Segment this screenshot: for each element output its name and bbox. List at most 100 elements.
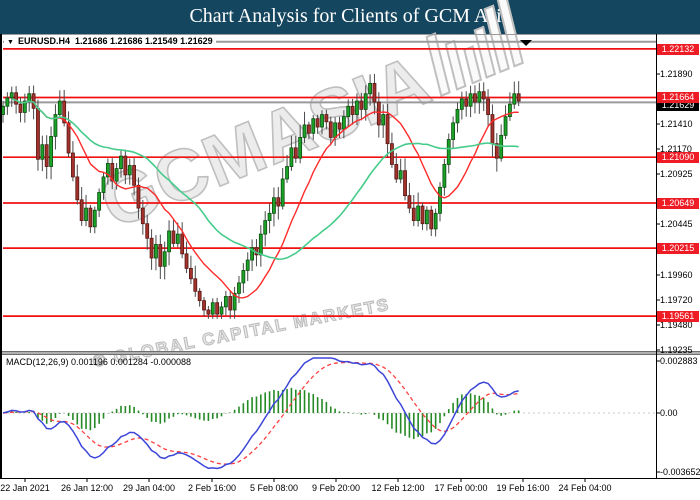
bear-candle [132, 165, 137, 186]
bull-candle [27, 93, 32, 102]
bull-candle [237, 282, 241, 294]
bear-candle [494, 143, 499, 159]
bear-candle [516, 93, 521, 102]
bull-candle [84, 207, 88, 221]
price-level-badge: 1.22132 [657, 43, 699, 55]
bear-candle [75, 176, 80, 201]
title-bar: Chart Analysis for Clients of GCM Asia [0, 0, 700, 34]
bull-candle [5, 97, 10, 107]
bull-candle [49, 135, 53, 167]
bull-candle [285, 166, 289, 180]
price-level-badge: 1.20215 [657, 242, 699, 254]
bull-candle [232, 292, 237, 311]
symbol-label: EURUSD.H4 [17, 36, 70, 46]
bear-candle [158, 244, 163, 267]
bull-candle [57, 100, 62, 115]
bear-candle [145, 223, 150, 239]
bear-candle [36, 107, 40, 160]
bull-candle [508, 103, 512, 118]
bull-candle [341, 116, 346, 130]
bull-candle [250, 247, 254, 261]
price-level-badge: 1.19561 [657, 310, 699, 322]
bull-candle [162, 251, 167, 267]
bear-candle [18, 103, 23, 113]
bear-candle [337, 122, 342, 130]
bull-candle [289, 147, 294, 167]
price-level-badge: 1.20649 [657, 197, 699, 209]
bull-candle [119, 155, 123, 170]
bull-candle [245, 259, 250, 271]
bull-candle [22, 100, 27, 113]
price-level-badge: 1.21090 [657, 151, 699, 163]
price-tick-label: 1.21410 [660, 119, 693, 129]
bull-candle [442, 164, 447, 188]
bull-candle [127, 165, 132, 176]
ma-red-line [11, 98, 519, 299]
macd-indicator-label: MACD(12,26,9) 0.001196 0.001284 -0.00008… [6, 357, 191, 367]
bear-candle [66, 122, 71, 154]
time-tick-label: 9 Feb 20:00 [311, 483, 361, 493]
bear-candle [180, 233, 185, 255]
bear-candle [88, 207, 93, 228]
bear-candle [197, 290, 202, 302]
bull-candle [175, 233, 180, 244]
bull-candle [346, 105, 351, 118]
time-tick-label: 29 Jan 04:00 [122, 483, 176, 493]
bull-candle [368, 82, 372, 95]
bear-candle [306, 124, 311, 134]
bull-candle [114, 168, 119, 182]
bull-candle [101, 176, 106, 193]
bull-candle [333, 122, 338, 138]
page-title: Chart Analysis for Clients of GCM Asia [189, 5, 511, 27]
bear-candle [490, 114, 495, 145]
bull-candle [53, 114, 58, 137]
bear-candle [420, 205, 425, 225]
bear-candle [14, 92, 19, 105]
chart-left-border [0, 34, 2, 478]
macd-axis-label: 0.002883 [660, 356, 698, 366]
price-tick-label: 1.21890 [660, 69, 693, 79]
bear-candle [359, 100, 364, 110]
symbol-header: ▼ EURUSD.H4 1.21686 1.21686 1.21549 1.216… [4, 35, 216, 47]
bull-candle [280, 178, 285, 207]
bull-candle [459, 98, 464, 110]
bear-candle [140, 207, 145, 225]
price-tick-label: 1.19960 [660, 270, 693, 280]
ohlc-values: 1.21686 1.21686 1.21549 1.21629 [74, 36, 213, 46]
price-axis-border [656, 34, 657, 478]
bear-candle [376, 101, 381, 126]
bull-candle [92, 209, 97, 228]
bear-candle [79, 199, 84, 221]
bear-candle [390, 143, 394, 165]
bull-candle [455, 108, 460, 124]
bear-candle [123, 155, 128, 176]
time-tick-label: 19 Feb 16:00 [496, 483, 550, 493]
bull-candle [320, 114, 324, 128]
bear-candle [481, 91, 486, 100]
macd-axis-label: 0.00 [660, 408, 678, 418]
bear-candle [193, 278, 198, 292]
time-tick-label: 26 Jan 12:00 [60, 483, 114, 493]
bear-candle [324, 114, 329, 123]
price-tick-label: 1.20445 [660, 219, 693, 229]
panel-divider[interactable] [0, 351, 700, 355]
bull-candle [363, 93, 368, 110]
bear-candle [315, 118, 320, 128]
chevron-down-icon[interactable]: ▼ [7, 39, 14, 46]
bull-candle [267, 212, 272, 221]
bull-candle [503, 116, 508, 136]
price-tick-label: 1.19720 [660, 295, 693, 305]
bull-candle [446, 139, 451, 165]
bull-candle [355, 100, 359, 115]
bull-candle [167, 230, 171, 253]
bull-candle [398, 170, 403, 180]
ma-green-line [11, 98, 519, 261]
bear-candle [276, 197, 281, 207]
bear-candle [228, 296, 233, 311]
bear-candle [31, 93, 36, 109]
macd-main-line [2, 357, 519, 470]
bear-candle [62, 100, 67, 124]
bull-candle [105, 163, 110, 178]
